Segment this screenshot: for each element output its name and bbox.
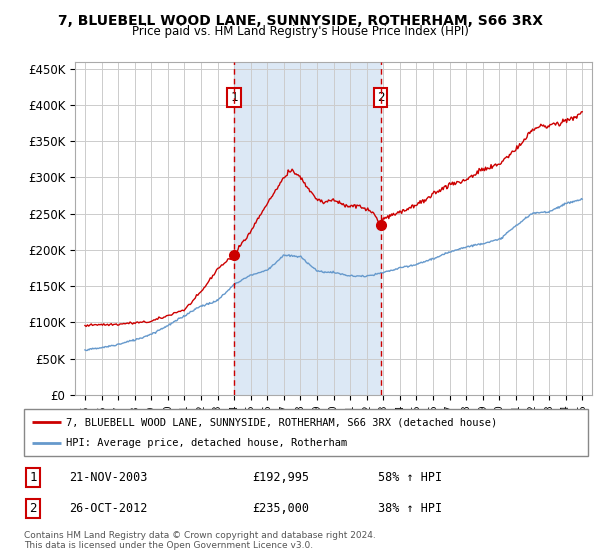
Text: 38% ↑ HPI: 38% ↑ HPI <box>378 502 442 515</box>
Text: 1: 1 <box>230 91 238 104</box>
Text: 2: 2 <box>377 91 384 104</box>
Text: 26-OCT-2012: 26-OCT-2012 <box>69 502 148 515</box>
Text: 21-NOV-2003: 21-NOV-2003 <box>69 471 148 484</box>
Text: Price paid vs. HM Land Registry's House Price Index (HPI): Price paid vs. HM Land Registry's House … <box>131 25 469 38</box>
Text: £192,995: £192,995 <box>252 471 309 484</box>
Text: £235,000: £235,000 <box>252 502 309 515</box>
Text: 7, BLUEBELL WOOD LANE, SUNNYSIDE, ROTHERHAM, S66 3RX (detached house): 7, BLUEBELL WOOD LANE, SUNNYSIDE, ROTHER… <box>66 417 497 427</box>
Text: 58% ↑ HPI: 58% ↑ HPI <box>378 471 442 484</box>
Text: 1: 1 <box>29 471 37 484</box>
Bar <box>234 62 380 395</box>
Text: Contains HM Land Registry data © Crown copyright and database right 2024.
This d: Contains HM Land Registry data © Crown c… <box>24 530 376 550</box>
Text: HPI: Average price, detached house, Rotherham: HPI: Average price, detached house, Roth… <box>66 438 347 448</box>
Text: 7, BLUEBELL WOOD LANE, SUNNYSIDE, ROTHERHAM, S66 3RX: 7, BLUEBELL WOOD LANE, SUNNYSIDE, ROTHER… <box>58 14 542 28</box>
FancyBboxPatch shape <box>24 409 588 456</box>
Text: 2: 2 <box>29 502 37 515</box>
